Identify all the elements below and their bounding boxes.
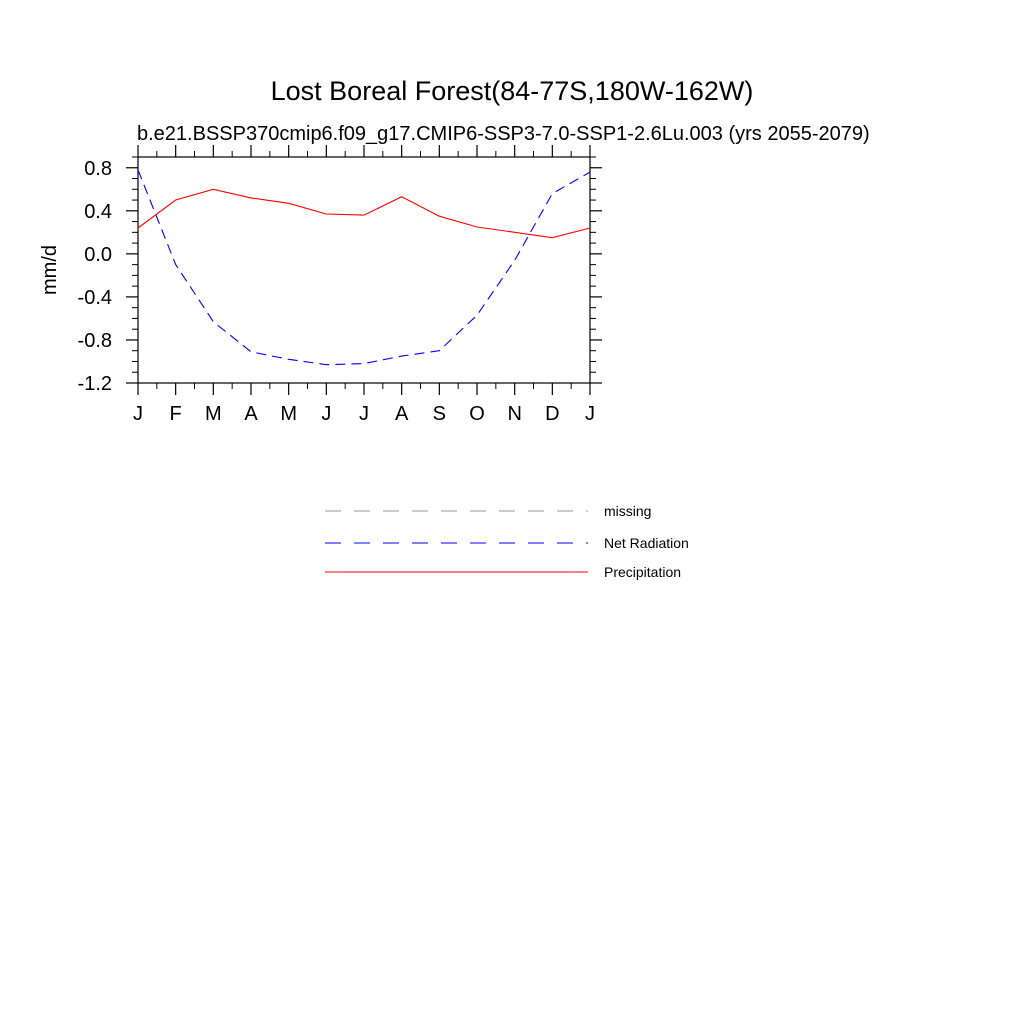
y-tick-label: -1.2 xyxy=(78,373,112,395)
legend-label-net-radiation: Net Radiation xyxy=(604,535,689,551)
x-tick-label: F xyxy=(170,403,182,425)
legend: missing Net Radiation Precipitation xyxy=(325,503,689,580)
y-tick-label: -0.8 xyxy=(78,330,112,352)
x-tick-label: J xyxy=(133,403,143,425)
x-tick-label: J xyxy=(321,403,331,425)
y-tick-label: 0.0 xyxy=(84,244,112,266)
x-tick-label: S xyxy=(433,403,446,425)
series-line-net-radiation xyxy=(137,169,591,366)
chart-title: Lost Boreal Forest(84-77S,180W-162W) xyxy=(271,76,754,106)
y-tick-label: -0.4 xyxy=(78,287,112,309)
y-tick-label: 0.8 xyxy=(84,158,112,180)
x-tick-label: O xyxy=(469,403,485,425)
x-tick-label: A xyxy=(395,403,409,425)
chart-subtitle: b.e21.BSSP370cmip6.f09_g17.CMIP6-SSP3-7.… xyxy=(137,123,870,145)
x-tick-label: J xyxy=(585,403,595,425)
y-axis-label: mm/d xyxy=(39,245,61,295)
x-tick-label: D xyxy=(545,403,559,425)
x-tick-label: J xyxy=(359,403,369,425)
plot-area: J F M A M J J A S O N D J0.80.40.0-0.4-0.8-1.2 xyxy=(78,145,602,425)
series-line-precipitation xyxy=(137,188,591,239)
legend-label-precipitation: Precipitation xyxy=(604,564,681,580)
x-tick-label: N xyxy=(507,403,521,425)
legend-label-missing: missing xyxy=(604,503,651,519)
x-tick-label: M xyxy=(280,403,297,425)
y-tick-label: 0.4 xyxy=(84,201,112,223)
x-tick-label: A xyxy=(244,403,258,425)
x-tick-label: M xyxy=(205,403,222,425)
